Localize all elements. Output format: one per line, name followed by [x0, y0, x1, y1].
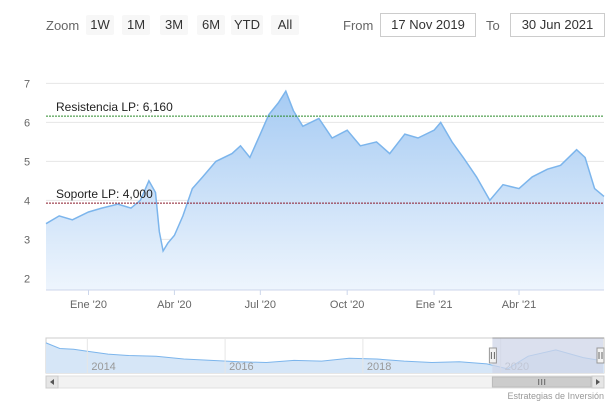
- resistance-label: Resistencia LP: 6,160: [56, 100, 173, 114]
- zoom-ytd-button[interactable]: YTD: [231, 15, 263, 35]
- x-tick-label: Oct '20: [330, 299, 365, 311]
- zoom-label: Zoom: [46, 18, 80, 33]
- range-selector: Zoom 1W 1M 3M 6M YTD All From 17 Nov 201…: [0, 11, 613, 41]
- x-tick-label: Ene '21: [416, 299, 453, 311]
- navigator-year-label: 2016: [229, 361, 253, 373]
- navigator-area: [46, 342, 604, 373]
- to-label: To: [486, 18, 500, 33]
- chevron-left-icon: [50, 379, 54, 385]
- y-tick-label: 4: [24, 195, 30, 207]
- zoom-all-button[interactable]: All: [271, 15, 299, 35]
- navigator-year-label: 2014: [91, 361, 115, 373]
- zoom-6m-button[interactable]: 6M: [197, 15, 225, 35]
- credits[interactable]: Estrategias de Inversión: [507, 391, 604, 401]
- support-label: Soporte LP: 4,000: [56, 187, 153, 201]
- x-tick-label: Jul '20: [245, 299, 276, 311]
- from-label: From: [343, 18, 374, 33]
- price-area: [46, 91, 604, 290]
- from-date-input[interactable]: 17 Nov 2019: [380, 13, 476, 37]
- x-tick-label: Ene '20: [70, 299, 107, 311]
- to-date-input[interactable]: 30 Jun 2021: [510, 13, 605, 37]
- zoom-1w-button[interactable]: 1W: [86, 15, 114, 35]
- y-tick-label: 2: [24, 273, 30, 285]
- price-line: [45, 89, 605, 254]
- y-tick-label: 6: [24, 117, 30, 129]
- y-tick-label: 7: [24, 78, 30, 90]
- y-tick-label: 5: [24, 156, 30, 168]
- navigator-right-handle[interactable]: [596, 347, 605, 364]
- navigator-left-handle[interactable]: [488, 347, 497, 364]
- navigator-selection[interactable]: [492, 338, 603, 373]
- zoom-1m-button[interactable]: 1M: [122, 15, 150, 35]
- navigator-year-label: 2018: [367, 361, 391, 373]
- zoom-3m-button[interactable]: 3M: [160, 15, 188, 35]
- x-tick-label: Abr '21: [502, 299, 537, 311]
- x-tick-label: Abr '20: [157, 299, 192, 311]
- chevron-right-icon: [596, 379, 600, 385]
- y-tick-label: 3: [24, 234, 30, 246]
